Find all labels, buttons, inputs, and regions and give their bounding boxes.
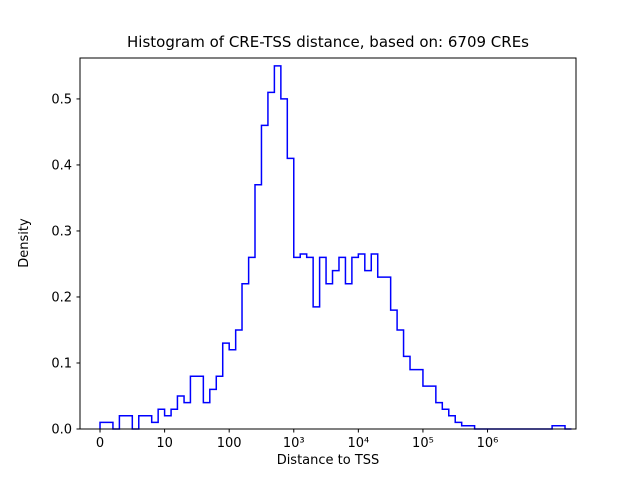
x-tick-label: 100 [217, 436, 242, 451]
x-axis-ticks: 0 10 100 10³ 10⁴ 10⁵ 10⁶ [96, 429, 499, 451]
x-tick-label: 10 [156, 436, 173, 451]
y-tick-label: 0.4 [51, 158, 72, 173]
x-tick-label: 10⁴ [347, 436, 369, 451]
y-tick-label: 0.0 [51, 423, 72, 438]
y-tick-label: 0.2 [51, 290, 72, 305]
plot-border [79, 57, 577, 430]
y-axis-label: Density [17, 218, 32, 268]
y-tick-label: 0.5 [51, 92, 72, 107]
chart-title: Histogram of CRE-TSS distance, based on:… [127, 33, 529, 51]
x-axis-label: Distance to TSS [277, 453, 380, 468]
histogram-step-line [99, 65, 572, 430]
x-tick-label: 10³ [283, 436, 305, 451]
x-tick-label: 10⁵ [412, 436, 434, 451]
y-tick-label: 0.3 [51, 224, 72, 239]
y-axis-ticks: 0.0 0.1 0.2 0.3 0.4 0.5 [51, 92, 80, 438]
x-tick-label: 10⁶ [477, 436, 499, 451]
y-tick-label: 0.1 [51, 356, 72, 371]
x-tick-label: 0 [96, 436, 104, 451]
